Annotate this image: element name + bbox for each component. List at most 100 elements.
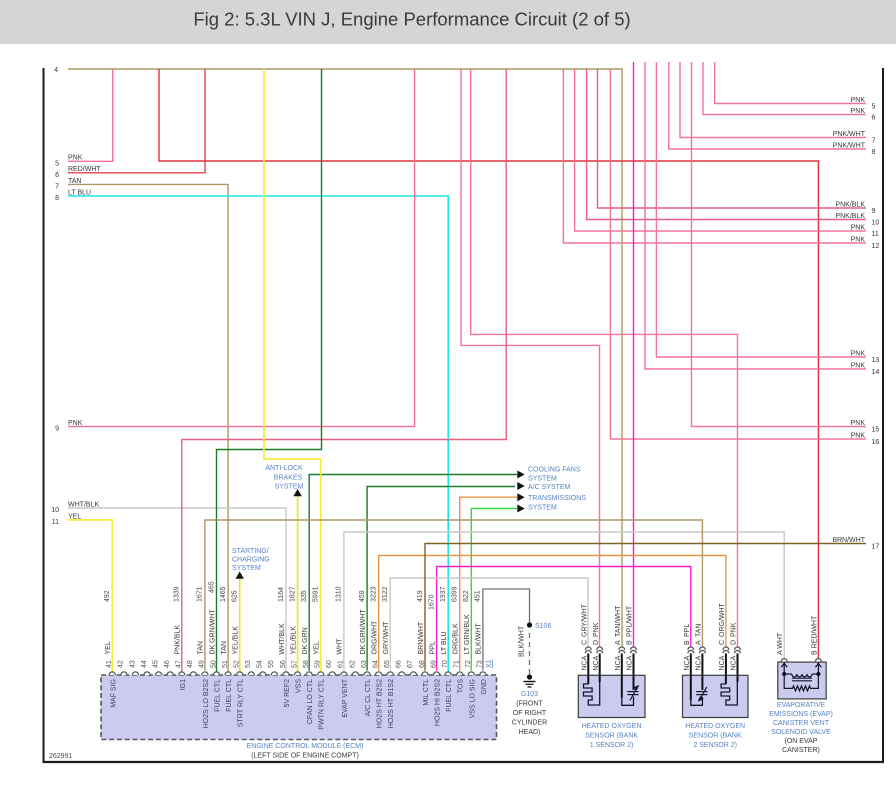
svg-text:WHT/BLK: WHT/BLK	[68, 501, 99, 508]
svg-text:57: 57	[291, 660, 298, 668]
svg-text:WHT/BLK: WHT/BLK	[279, 623, 286, 654]
svg-text:17: 17	[872, 544, 880, 551]
svg-text:70: 70	[442, 660, 449, 668]
svg-text:9: 9	[872, 208, 876, 215]
svg-text:1671: 1671	[197, 586, 204, 602]
svg-text:TAN: TAN	[198, 641, 205, 654]
svg-text:A/C SYSTEM: A/C SYSTEM	[528, 484, 571, 491]
svg-text:VSS: VSS	[296, 679, 303, 693]
svg-text:262991: 262991	[49, 753, 72, 760]
svg-text:5: 5	[55, 161, 59, 168]
svg-text:D: D	[731, 640, 738, 645]
svg-text:5991: 5991	[313, 586, 320, 602]
svg-text:ORG/WHT: ORG/WHT	[371, 620, 378, 655]
svg-text:46: 46	[164, 660, 171, 668]
svg-text:60: 60	[326, 660, 333, 668]
svg-text:53: 53	[245, 660, 252, 668]
svg-text:ORG/WHT: ORG/WHT	[719, 602, 726, 637]
svg-text:71: 71	[454, 660, 461, 668]
svg-text:IG1: IG1	[180, 679, 187, 690]
svg-text:HO2S HT B1S2: HO2S HT B1S2	[388, 679, 395, 728]
svg-text:SYSTEM: SYSTEM	[275, 484, 304, 491]
svg-text:A WHT: A WHT	[777, 632, 784, 655]
svg-text:47: 47	[176, 660, 183, 668]
svg-text:42: 42	[118, 660, 125, 668]
svg-text:FUEL CTL: FUEL CTL	[215, 679, 222, 712]
svg-text:492: 492	[104, 590, 111, 602]
svg-text:PNK: PNK	[851, 432, 866, 439]
svg-text:55: 55	[268, 660, 275, 668]
svg-text:COOLING FANS: COOLING FANS	[528, 467, 581, 474]
svg-text:451: 451	[475, 590, 482, 602]
svg-text:PNK: PNK	[851, 108, 866, 115]
svg-text:OF RIGHT: OF RIGHT	[513, 710, 547, 717]
svg-text:419: 419	[417, 590, 424, 602]
svg-text:HO2S HI B2S2: HO2S HI B2S2	[435, 679, 442, 726]
svg-text:465: 465	[208, 581, 215, 593]
svg-text:C: C	[719, 640, 726, 645]
svg-text:LT BLU: LT BLU	[441, 631, 448, 654]
svg-text:GRY/WHT: GRY/WHT	[383, 621, 390, 655]
svg-text:ENGINE CONTROL MODULE (ECM): ENGINE CONTROL MODULE (ECM)	[247, 743, 364, 750]
svg-text:SYSTEM: SYSTEM	[528, 505, 557, 512]
svg-text:63: 63	[361, 660, 368, 668]
svg-text:B: B	[684, 640, 691, 645]
svg-text:11: 11	[52, 519, 59, 526]
svg-text:CANISTER VENT: CANISTER VENT	[773, 720, 830, 727]
svg-text:1827: 1827	[289, 586, 296, 602]
svg-text:6399: 6399	[452, 586, 459, 602]
svg-text:9: 9	[55, 426, 59, 433]
svg-text:TAN: TAN	[696, 624, 703, 637]
svg-text:TAN: TAN	[221, 641, 228, 654]
svg-text:NCA: NCA	[696, 655, 703, 670]
svg-text:44: 44	[141, 660, 148, 668]
svg-text:YEL: YEL	[314, 641, 321, 654]
svg-text:72: 72	[465, 660, 472, 668]
svg-text:B: B	[627, 640, 634, 645]
svg-text:DK GRN/WHT: DK GRN/WHT	[209, 609, 216, 655]
svg-text:10: 10	[51, 507, 59, 514]
svg-text:BLK/WHT: BLK/WHT	[476, 623, 483, 655]
svg-text:ANTI-LOCK: ANTI-LOCK	[265, 465, 303, 472]
svg-text:58: 58	[303, 660, 310, 668]
svg-text:S106: S106	[535, 623, 551, 630]
svg-text:1670: 1670	[428, 594, 435, 610]
svg-text:PNK/BLK: PNK/BLK	[835, 213, 865, 220]
svg-text:3223: 3223	[370, 586, 377, 602]
svg-text:68: 68	[419, 660, 426, 668]
svg-text:PNK: PNK	[68, 420, 83, 427]
svg-text:SOLENOID VALVE: SOLENOID VALVE	[771, 729, 831, 736]
svg-text:CHARGING: CHARGING	[232, 557, 270, 564]
svg-text:A/C CL CTL: A/C CL CTL	[365, 679, 372, 717]
svg-text:NCA: NCA	[731, 655, 738, 670]
svg-text:11: 11	[872, 231, 879, 238]
svg-text:PNK: PNK	[851, 224, 866, 231]
svg-text:6: 6	[872, 115, 876, 122]
svg-text:EMISSIONS (EVAP): EMISSIONS (EVAP)	[769, 711, 833, 718]
svg-text:PNK/WHT: PNK/WHT	[833, 131, 866, 138]
svg-text:BRN/WHT: BRN/WHT	[418, 621, 425, 654]
svg-text:Fig 2: 5.3L VIN J, Engine Perf: Fig 2: 5.3L VIN J, Engine Performance Ci…	[193, 9, 630, 30]
svg-text:RED/WHT: RED/WHT	[68, 166, 101, 173]
svg-text:52: 52	[233, 660, 240, 668]
svg-text:16: 16	[872, 439, 880, 446]
svg-text:PNK: PNK	[731, 622, 738, 637]
svg-text:PNK: PNK	[851, 420, 866, 427]
svg-text:FUEL CTL: FUEL CTL	[446, 679, 453, 712]
svg-text:4: 4	[54, 67, 58, 74]
svg-text:PPL/WHT: PPL/WHT	[627, 605, 634, 637]
svg-text:625: 625	[231, 590, 238, 602]
svg-text:PWTN RLY CTL: PWTN RLY CTL	[319, 679, 326, 730]
svg-text:48: 48	[187, 660, 194, 668]
svg-text:6: 6	[55, 172, 59, 179]
svg-text:3122: 3122	[382, 586, 389, 602]
svg-text:A: A	[615, 640, 622, 645]
svg-text:1465: 1465	[220, 586, 227, 602]
svg-text:51: 51	[222, 660, 229, 668]
svg-text:HEATED OXYGEN: HEATED OXYGEN	[582, 723, 642, 730]
svg-text:5V REF2: 5V REF2	[284, 679, 291, 708]
svg-text:12: 12	[872, 243, 880, 250]
svg-text:VSS LO SIG: VSS LO SIG	[469, 679, 476, 718]
svg-text:SYSTEM: SYSTEM	[528, 475, 557, 482]
svg-text:62: 62	[349, 660, 356, 668]
